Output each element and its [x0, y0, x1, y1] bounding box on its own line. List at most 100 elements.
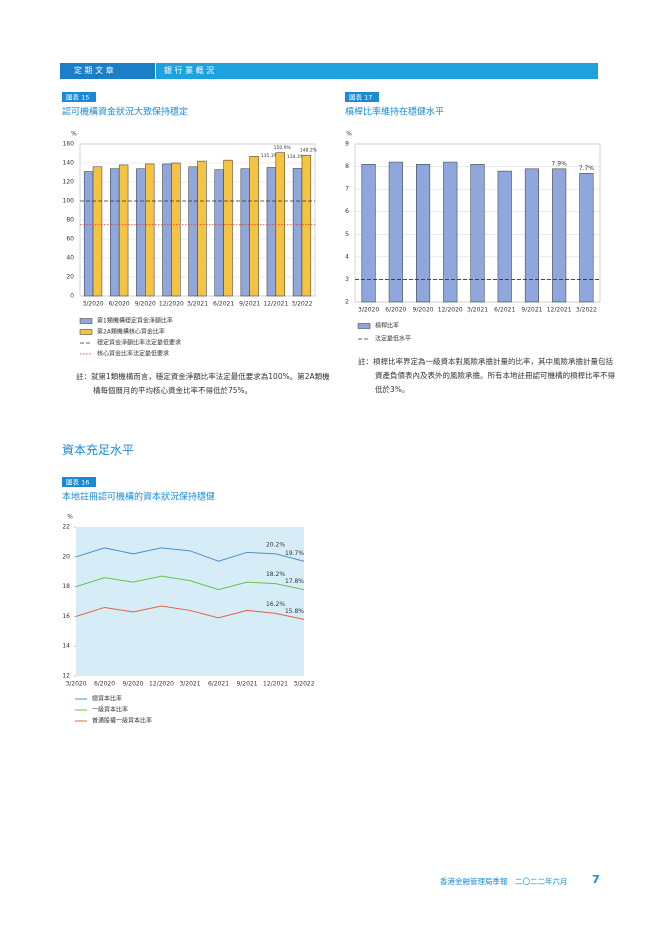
x-tick-label: 12/2021 [263, 681, 288, 688]
legend-swatch [79, 318, 93, 324]
data-label: 18.2% [266, 571, 285, 578]
legend-swatch [79, 329, 93, 335]
bar [249, 156, 259, 297]
series-line [75, 605, 305, 620]
data-label: 20.2% [266, 541, 285, 548]
x-tick-label: 12/2020 [438, 307, 463, 314]
bar [171, 162, 181, 297]
legend-swatch [357, 323, 371, 329]
header-subsection: 銀 行 業 概 況 [156, 63, 598, 79]
x-tick-label: 9/2020 [413, 307, 434, 314]
y-tick-label: 140 [63, 160, 75, 167]
bar [197, 160, 207, 297]
x-tick-label: 6/2021 [208, 681, 229, 688]
bar [552, 168, 567, 303]
legend-label: 第2A類機構核心資金比率 [97, 328, 165, 336]
bar [497, 170, 512, 303]
y-tick-label: 3 [345, 276, 349, 283]
bar [416, 164, 431, 303]
y-tick-label: 7 [345, 186, 349, 193]
chart-note: 註：槓桿比率界定為一級資本對風險承擔計量的比率，其中風險承擔計量包括資產負債表內… [358, 357, 615, 394]
bar [214, 169, 224, 297]
x-tick-label: 3/2020 [83, 301, 104, 308]
bar [223, 159, 233, 297]
chart-label-box [62, 477, 96, 487]
bar [388, 161, 403, 303]
y-tick-label: 120 [63, 179, 75, 186]
data-label: 15.8% [285, 608, 304, 615]
bar [266, 167, 277, 297]
bar [470, 164, 485, 303]
y-tick-label: 6 [345, 208, 349, 215]
y-tick-label: 22 [62, 524, 70, 531]
x-tick-label: 3/2022 [291, 301, 312, 308]
bar [145, 163, 155, 297]
legend-label: 總資本比率 [92, 695, 122, 703]
data-label: 7.7% [579, 165, 595, 172]
legend-label: 一級資本比率 [92, 706, 128, 714]
chart-label: 圖表 17 [349, 93, 372, 102]
data-label: 148.2% [300, 148, 318, 154]
bar [292, 168, 303, 297]
chart-note: 註：就第1類機構而言，穩定資金淨額比率法定最低要求為100%。第2A類機構每個曆… [76, 372, 330, 395]
bar [118, 164, 129, 297]
x-tick-label: 6/2021 [213, 301, 234, 308]
legend-label: 槓桿比率 [375, 322, 399, 330]
bar [162, 163, 172, 297]
legend-label: 穩定資金淨額比率法定最低要求 [97, 339, 181, 347]
header-section: 定 期 文 章 [60, 63, 155, 79]
data-label: 17.8% [285, 578, 304, 585]
y-tick-label: 100 [63, 198, 75, 205]
y-tick-label: 12 [62, 673, 70, 680]
x-tick-label: 9/2020 [135, 301, 156, 308]
x-tick-label: 3/2021 [467, 307, 488, 314]
bar [92, 166, 103, 297]
y-tick-label: 8 [345, 163, 349, 170]
x-tick-label: 6/2021 [494, 307, 515, 314]
data-label: 16.2% [266, 601, 285, 608]
legend-label: 普通股權一級資本比率 [92, 717, 152, 725]
x-tick-label: 3/2022 [293, 681, 314, 688]
y-tick-label: 40 [66, 255, 74, 262]
legend-label: 核心資金比率法定最低要求 [97, 350, 169, 358]
x-tick-label: 9/2021 [239, 301, 260, 308]
data-label: 134.3% [287, 154, 305, 160]
chart-label-box [345, 92, 379, 102]
footer-page: 7 [592, 873, 600, 886]
chart-label: 圖表 16 [66, 478, 89, 487]
x-tick-label: 3/2020 [65, 681, 86, 688]
x-tick-label: 12/2021 [547, 307, 572, 314]
x-tick-label: 12/2021 [263, 301, 288, 308]
x-tick-label: 9/2020 [122, 681, 143, 688]
section-title: 資本充足水平 [62, 443, 135, 457]
y-tick-label: 0 [70, 293, 74, 300]
y-tick-label: 9 [345, 141, 349, 148]
y-unit: % [71, 131, 77, 138]
x-tick-label: 3/2020 [358, 307, 379, 314]
data-label: 7.9% [552, 160, 568, 167]
x-tick-label: 12/2020 [149, 681, 174, 688]
data-label: 135.3% [261, 153, 279, 159]
legend-label: 法定最低水平 [375, 335, 411, 343]
bar [524, 168, 540, 303]
y-tick-label: 16 [62, 613, 70, 620]
legend-label: 第1類機構穩定資金淨額比率 [97, 317, 173, 325]
x-tick-label: 9/2021 [236, 681, 257, 688]
bar [188, 166, 198, 297]
bar [275, 152, 285, 297]
footer-publication: 香港金融管理局季報 二〇二二年六月 [440, 877, 568, 886]
y-tick-label: 80 [66, 217, 74, 224]
x-tick-label: 6/2020 [109, 301, 130, 308]
bar [579, 173, 594, 303]
chart-title: 本地註冊認可機構的資本狀況保持穩健 [62, 491, 215, 503]
x-tick-label: 6/2020 [94, 681, 115, 688]
y-tick-label: 20 [66, 274, 74, 281]
series-line [75, 547, 305, 562]
bar [110, 168, 120, 297]
chart-label-box [62, 92, 96, 102]
data-label: 150.9% [274, 145, 292, 151]
bar [240, 168, 250, 297]
series-line [75, 575, 305, 591]
x-tick-label: 3/2022 [576, 307, 597, 314]
x-tick-label: 9/2021 [521, 307, 542, 314]
